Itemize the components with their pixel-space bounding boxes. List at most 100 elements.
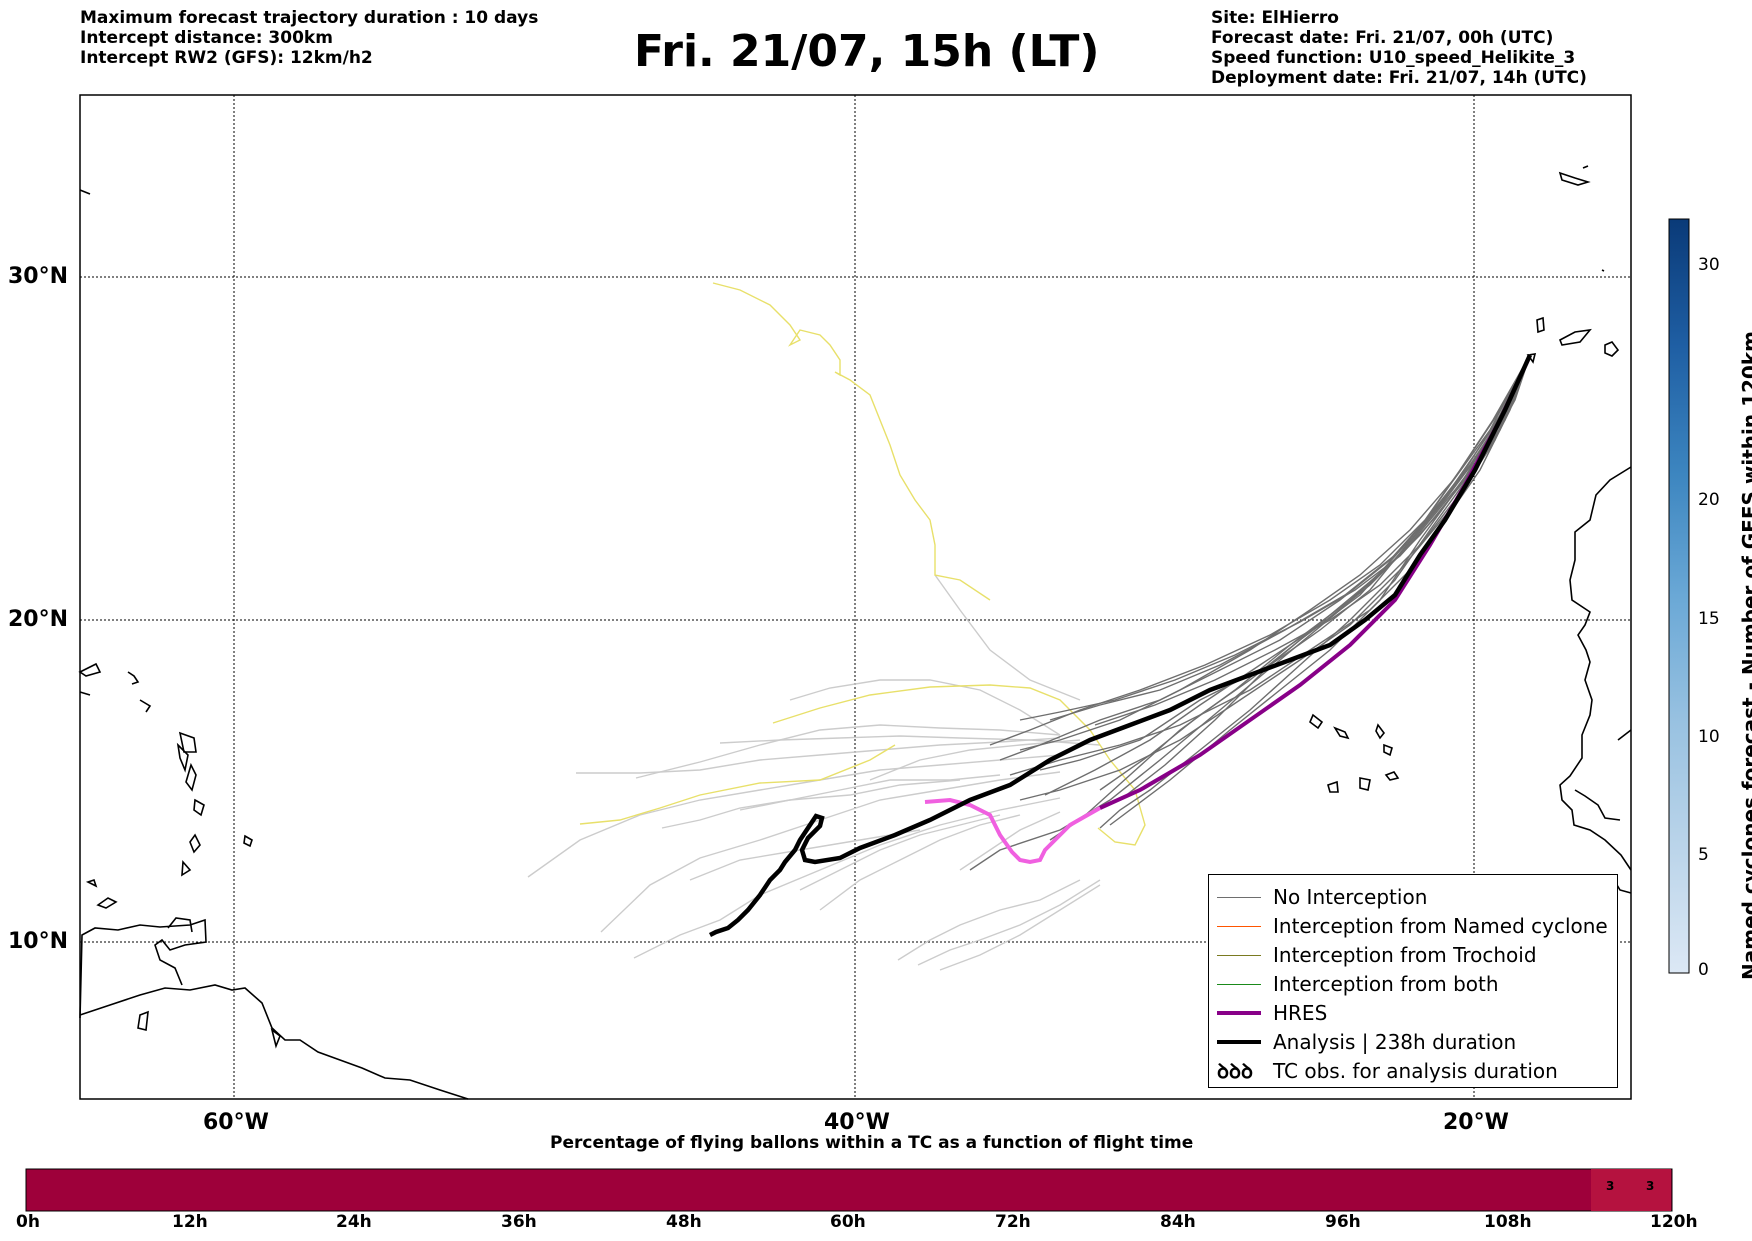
- legend-item-trochoid: Interception from Trochoid: [1209, 941, 1617, 969]
- coast-morocco: [1617, 729, 1632, 741]
- intercept-rw2-text: Intercept RW2 (GFS): 12km/h2: [80, 48, 373, 68]
- yellow-trajectories: [579, 282, 1146, 846]
- island-tenerife: [1558, 328, 1592, 346]
- page-title: Fri. 21/07, 15h (LT): [634, 26, 1100, 77]
- legend-line-sample: [1217, 984, 1261, 985]
- island-savage: [1601, 269, 1605, 272]
- island-cv-2: [1333, 726, 1350, 740]
- colorbar-tick-30: 30: [1698, 255, 1720, 275]
- island-small-3: [79, 691, 91, 696]
- timeline-tick-60h: 60h: [830, 1212, 866, 1232]
- legend-item-hres: HRES: [1209, 999, 1617, 1027]
- colorbar-tick-10: 10: [1698, 727, 1720, 747]
- legend-label: Interception from both: [1273, 972, 1499, 996]
- colorbar-label: Named cyclones forecast - Number of GEFS…: [1738, 331, 1752, 980]
- coastlines: [78, 165, 1632, 1100]
- header-left-info: Maximum forecast trajectory duration : 1…: [80, 8, 538, 68]
- timeline-tick-24h: 24h: [336, 1212, 372, 1232]
- island-lesser-antilles-3: [189, 833, 201, 854]
- legend-label: TC obs. for analysis duration: [1273, 1059, 1558, 1083]
- header-right-info: Site: ElHierro Forecast date: Fri. 21/07…: [1211, 8, 1587, 88]
- island-lesser-antilles-2: [193, 798, 205, 817]
- legend-label: Interception from Named cyclone: [1273, 914, 1608, 938]
- max-duration-text: Maximum forecast trajectory duration : 1…: [80, 8, 539, 28]
- timeline-tick-36h: 36h: [501, 1212, 537, 1232]
- island-cv-5: [1359, 777, 1371, 791]
- island-lesser-antilles-4: [181, 860, 192, 877]
- timeline-cell-value: 3: [1606, 1179, 1615, 1193]
- legend-line-sample: [1217, 1011, 1261, 1015]
- timeline-tick-96h: 96h: [1325, 1212, 1361, 1232]
- site-text: Site: ElHierro: [1211, 8, 1339, 28]
- colorbar-tick-5: 5: [1698, 845, 1709, 865]
- legend-label: No Interception: [1273, 885, 1428, 909]
- timeline-tick-120h: 120h: [1650, 1212, 1698, 1232]
- island-cv-3: [1375, 723, 1386, 740]
- lon-label-20w: 20°W: [1443, 1110, 1509, 1135]
- deployment-date-text: Deployment date: Fri. 21/07, 14h (UTC): [1211, 68, 1587, 88]
- colorbar-tick-20: 20: [1698, 490, 1720, 510]
- island-virgin: [78, 662, 102, 677]
- lat-label-30n: 30°N: [8, 264, 69, 289]
- pink-trajectory: [924, 797, 1101, 865]
- island-barbados: [243, 834, 253, 848]
- tc-symbol-icon: ꝺꝺꝺ: [1217, 1059, 1253, 1083]
- island-gran-canaria: [1604, 341, 1620, 357]
- colorbar-tick-0: 0: [1698, 960, 1709, 980]
- legend-item-both: Interception from both: [1209, 970, 1617, 998]
- legend-item-tc-obs: ꝺꝺꝺ TC obs. for analysis duration: [1209, 1057, 1617, 1085]
- legend-label: Interception from Trochoid: [1273, 943, 1537, 967]
- legend-item-analysis: Analysis | 238h duration: [1209, 1028, 1617, 1056]
- island-cv-4: [1383, 743, 1393, 757]
- timeline-tick-12h: 12h: [172, 1212, 208, 1232]
- island-trinidad: [167, 917, 193, 933]
- island-lesser-antilles-1: [185, 762, 197, 792]
- analysis-trajectory: [708, 354, 1533, 938]
- speed-function-text: Speed function: U10_speed_Helikite_3: [1211, 48, 1576, 68]
- island-caribbean-left: [79, 189, 91, 195]
- forecast-date-text: Forecast date: Fri. 21/07, 00h (UTC): [1211, 28, 1554, 48]
- lat-label-20n: 20°N: [8, 607, 69, 632]
- lon-label-40w: 40°W: [824, 1110, 890, 1135]
- legend-item-named-cyclone: Interception from Named cyclone: [1209, 912, 1617, 940]
- island-margarita: [270, 1028, 281, 1049]
- timeline-bar: [25, 1168, 1673, 1212]
- lat-label-10n: 10°N: [8, 929, 69, 954]
- legend: No Interception Interception from Named …: [1208, 874, 1618, 1088]
- coast-africa: [1559, 466, 1632, 871]
- timeline-tick-48h: 48h: [666, 1212, 702, 1232]
- coast-senegal-detail: [1574, 789, 1621, 821]
- island-cv-1: [1309, 713, 1324, 730]
- coast-south-america: [79, 984, 469, 1100]
- island-lesser-antilles-5: [178, 731, 197, 753]
- island-madeira: [1558, 171, 1591, 186]
- timeline-tick-72h: 72h: [995, 1212, 1031, 1232]
- island-small-1: [127, 671, 140, 685]
- island-madeira-2: [1582, 165, 1589, 169]
- island-cv-7: [1384, 771, 1400, 781]
- legend-line-sample: [1217, 1040, 1261, 1044]
- lon-label-60w: 60°W: [203, 1110, 269, 1135]
- legend-line-sample: [1217, 955, 1261, 956]
- legend-item-no-interception: No Interception: [1209, 883, 1617, 911]
- legend-line-sample: [1217, 897, 1261, 898]
- legend-label: Analysis | 238h duration: [1273, 1030, 1517, 1054]
- island-grenada: [137, 1010, 149, 1031]
- timeline-tick-0h: 0h: [16, 1212, 40, 1232]
- timeline-tick-108h: 108h: [1484, 1212, 1532, 1232]
- timeline-cell-value: 3: [1646, 1179, 1655, 1193]
- island-aruba: [85, 878, 98, 888]
- colorbar: [1668, 218, 1690, 974]
- coast-venezuela: [79, 918, 207, 1019]
- island-small-2: [139, 699, 152, 713]
- island-la-palma: [1536, 316, 1545, 334]
- timeline-tick-84h: 84h: [1160, 1212, 1196, 1232]
- legend-label: HRES: [1273, 1001, 1328, 1025]
- island-guadeloupe: [176, 742, 189, 773]
- intercept-distance-text: Intercept distance: 300km: [80, 28, 333, 48]
- timeline-title: Percentage of flying ballons within a TC…: [550, 1133, 1194, 1153]
- island-tobago: [96, 897, 118, 909]
- legend-line-sample: [1217, 926, 1261, 927]
- island-cv-6: [1327, 780, 1339, 793]
